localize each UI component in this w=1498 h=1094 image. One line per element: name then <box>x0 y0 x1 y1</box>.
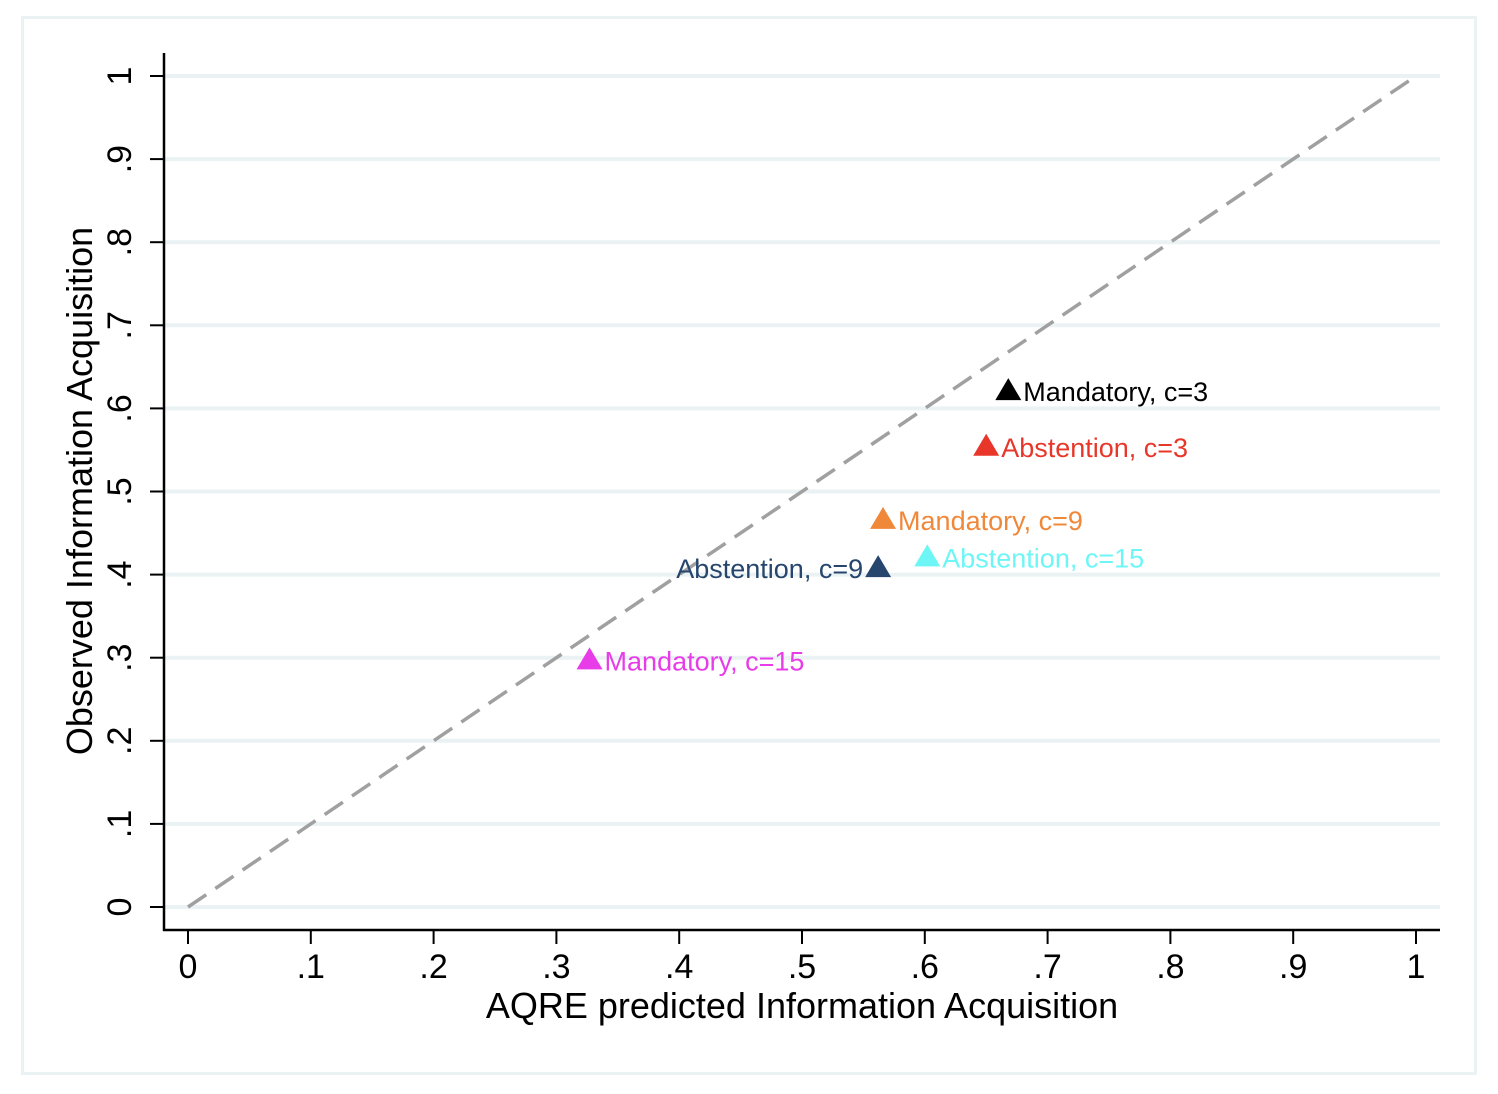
y-tick-label: .5 <box>101 477 139 505</box>
x-tick-label: .1 <box>297 948 325 986</box>
axis-ticks: 0 .1 .2 .3 .4 .5 .6 .7 .8 .9 1 0 .1 .2 .3 .4 .5 .6 .7 .8 .9 1 <box>101 67 1425 986</box>
y-tick-label: .4 <box>101 560 139 588</box>
data-point-label: Mandatory, c=15 <box>605 646 805 676</box>
x-axis-label: AQRE predicted Information Acquisition <box>486 985 1118 1026</box>
x-tick-label: 1 <box>1407 948 1426 986</box>
data-points: Mandatory, c=3 Abstention, c=3 Mandatory, … <box>576 377 1208 676</box>
x-tick-label: .7 <box>1033 948 1061 986</box>
y-tick-label: .3 <box>101 644 139 672</box>
data-point-triangle <box>870 506 897 529</box>
data-point-triangle <box>576 647 603 670</box>
x-tick-label: .9 <box>1279 948 1307 986</box>
data-point-label: Mandatory, c=3 <box>1023 377 1208 407</box>
data-point-triangle <box>973 433 1000 456</box>
y-tick-label: .9 <box>101 145 139 173</box>
data-point-triangle <box>914 544 941 567</box>
y-tick-label: .7 <box>101 311 139 339</box>
y-tick-label: .1 <box>101 810 139 838</box>
x-tick-label: .3 <box>542 948 570 986</box>
y-tick-label: .8 <box>101 228 139 256</box>
reference-line-group <box>187 74 1417 909</box>
y-tick-label: .6 <box>101 394 139 422</box>
data-point-label: Abstention, c=9 <box>676 554 863 584</box>
y-tick-label: 1 <box>101 67 139 86</box>
data-point-label: Abstention, c=3 <box>1001 433 1188 463</box>
data-point-label: Abstention, c=15 <box>942 543 1144 573</box>
x-tick-label: .8 <box>1156 948 1184 986</box>
data-point-label: Mandatory, c=9 <box>898 506 1083 536</box>
x-tick-label: .6 <box>911 948 939 986</box>
y-tick-label: .2 <box>101 727 139 755</box>
y-axis-label: Observed Information Acquisition <box>59 227 100 755</box>
x-tick-label: .5 <box>788 948 816 986</box>
reference-line-45deg <box>187 74 1417 909</box>
data-point-triangle <box>995 378 1022 401</box>
x-tick-label: 0 <box>179 948 198 986</box>
x-tick-label: .2 <box>419 948 447 986</box>
data-point-triangle <box>865 555 892 578</box>
x-tick-label: .4 <box>665 948 693 986</box>
outer-frame <box>21 16 1477 1075</box>
y-tick-label: 0 <box>101 898 139 917</box>
